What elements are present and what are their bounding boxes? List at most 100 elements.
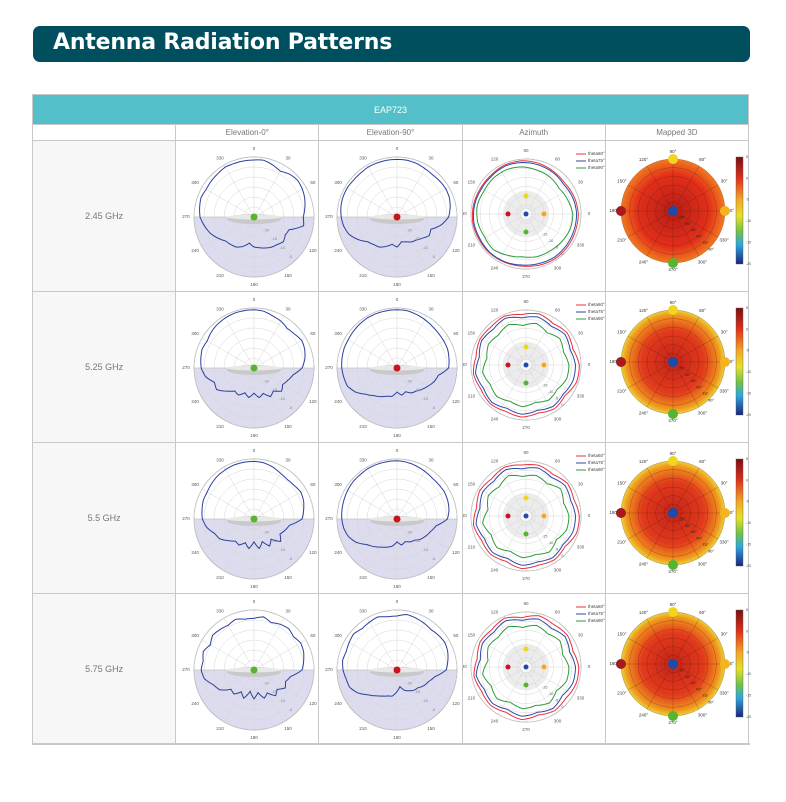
angle-label: 300	[553, 266, 561, 271]
angle-label: 300	[335, 482, 343, 487]
azimuth-chart: 0306090120150180210240270300330-15-10-50…	[463, 450, 605, 581]
radial-label: 75°	[702, 693, 708, 698]
angle-label: 330°	[719, 691, 729, 696]
radial-label: 30°	[684, 372, 690, 377]
angle-label: 240	[490, 266, 498, 271]
angle-label: 240	[490, 417, 498, 422]
angle-label: 300	[335, 633, 343, 638]
angle-label: 330	[360, 457, 368, 462]
angle-label: 270	[326, 667, 334, 672]
angle-label: 180	[250, 433, 258, 438]
angle-label: 60	[555, 308, 561, 313]
radial-label: -5	[289, 254, 293, 259]
grid-spoke	[525, 364, 554, 413]
mapped-3d-chart: 0° 30° 60° 90° 120° 150° 180° 210° 240° 270° 300° 3…	[609, 149, 751, 272]
pattern-line	[201, 460, 305, 550]
angle-label: 60	[311, 482, 317, 487]
grid-spoke	[672, 165, 699, 212]
angle-label: 300°	[698, 561, 708, 566]
angle-label: 270°	[668, 720, 678, 725]
angle-label: 240	[192, 248, 200, 253]
angle-label: 0	[587, 664, 590, 669]
angle-label: 0°	[730, 510, 735, 515]
grid-spoke	[672, 486, 718, 514]
grid-spoke	[497, 515, 526, 564]
angle-label: 30°	[720, 179, 727, 184]
mapped-3d-chart: 0° 30° 60° 90° 120° 150° 180° 210° 240° 270° 300° 3…	[609, 451, 751, 574]
angle-label: 60°	[699, 459, 706, 464]
right-dot	[541, 211, 547, 217]
mapped-3d-chart: 0° 30° 60° 90° 120° 150° 180° 210° 240° 270° 300° 3…	[609, 602, 751, 725]
angle-label: 300°	[698, 259, 708, 264]
center-dot	[667, 659, 678, 669]
angle-label: 330	[216, 457, 224, 462]
mapped-3d-cell: 0° 30° 60° 90° 120° 150° 180° 210° 240° 270° 300° 3…	[604, 442, 751, 594]
angle-label: 240	[490, 568, 498, 573]
angle-label: 210	[216, 424, 224, 429]
grid-spoke	[367, 518, 398, 572]
table-row: 2.45 GHz0306090120150180210240270300330-…	[31, 140, 751, 292]
top-dot	[523, 495, 529, 501]
angle-label: 330°	[719, 238, 729, 243]
elevation-chart-elev0: 0306090120150180210240270300330-20-15-10…	[182, 448, 325, 589]
grid-spoke	[254, 186, 307, 218]
angle-label: 30	[578, 633, 584, 638]
grid-spoke	[627, 335, 673, 363]
grid-spoke	[525, 213, 554, 262]
grid-spoke	[672, 316, 699, 363]
radial-label: -15	[541, 684, 548, 689]
top-dot	[667, 607, 678, 617]
colorbar	[735, 609, 743, 718]
radial-label: -5	[432, 405, 436, 410]
angle-label: 30°	[720, 330, 727, 335]
radiation-pattern-table: EAP723 Elevation-0° Elevation-90° Azimut…	[31, 94, 751, 745]
grid-spoke	[477, 488, 526, 517]
left-dot	[615, 659, 626, 669]
angle-label: 0	[587, 362, 590, 367]
angle-label: 0	[253, 599, 256, 604]
led-dot	[393, 666, 401, 674]
radial-label: 60°	[696, 687, 702, 692]
grid-spoke	[477, 515, 526, 544]
grid-spoke	[397, 186, 450, 218]
colorbar-tick: -20	[746, 262, 751, 266]
grid-spoke	[672, 663, 699, 710]
angle-label: 180	[394, 584, 402, 589]
grid-spoke	[253, 164, 285, 218]
angle-label: 120	[490, 459, 498, 464]
grid-spoke	[477, 213, 526, 242]
angle-label: 300	[192, 180, 200, 185]
grid-spoke	[397, 617, 428, 671]
colorbar-tick: -15	[746, 543, 751, 547]
angle-label: 30	[429, 306, 435, 311]
grid-spoke	[525, 666, 574, 695]
angle-label: 180	[250, 735, 258, 740]
left-dot	[505, 513, 511, 519]
radial-label: -20	[263, 227, 270, 232]
colorbar-tick: -15	[746, 241, 751, 245]
grid-spoke	[477, 639, 526, 668]
angle-label: 180	[394, 282, 402, 287]
angle-label: 30	[286, 155, 292, 160]
grid-spoke	[397, 337, 450, 369]
angle-label: 30	[286, 457, 292, 462]
grid-spoke	[253, 518, 285, 572]
radial-label: -15	[541, 382, 548, 387]
page-title: Antenna Radiation Patterns	[53, 30, 393, 55]
grid-spoke	[253, 617, 285, 671]
elevation-chart-elev90: 0306090120150180210240270300330-20-15-10…	[326, 448, 469, 589]
colorbar-tick: -15	[746, 392, 751, 396]
angle-label: 300	[553, 568, 561, 573]
colorbar-tick: -20	[746, 564, 751, 568]
angle-label: 210°	[617, 540, 627, 545]
angle-label: 90	[523, 299, 529, 304]
angle-label: 270	[182, 365, 190, 370]
radial-label: -10	[423, 396, 430, 401]
angle-label: 150	[467, 482, 475, 487]
angle-label: 180°	[609, 510, 619, 515]
angle-label: 90°	[669, 300, 676, 305]
angle-label: 330	[576, 545, 584, 550]
angle-label: 180	[463, 362, 467, 367]
grid-spoke	[497, 364, 526, 413]
top-dot	[667, 456, 678, 466]
